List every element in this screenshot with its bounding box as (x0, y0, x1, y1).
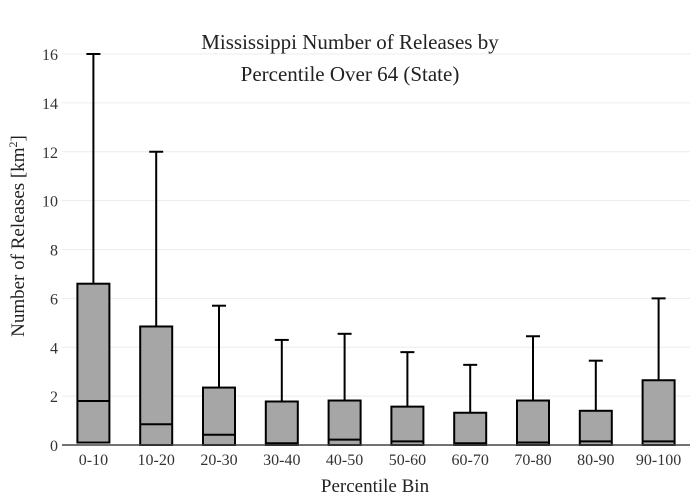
box-body (390, 405, 425, 446)
y-axis-ticks: 0 2 4 6 8 10 12 14 16 (42, 47, 58, 455)
y-tick-label: 2 (50, 389, 58, 406)
box-50-60 (390, 351, 425, 446)
y-tick-label: 8 (50, 243, 58, 260)
y-axis-label-text: Number of Releases [km (8, 147, 30, 337)
x-tick-label: 50-60 (389, 452, 426, 469)
y-tick-label: 0 (50, 438, 58, 455)
y-axis-label-suffix: ] (8, 135, 30, 142)
box-90-100 (641, 297, 676, 447)
y-axis-label-superscript: 2 (5, 141, 20, 148)
box-20-30 (202, 304, 236, 446)
x-tick-label: 20-30 (200, 452, 237, 469)
box-body (641, 379, 676, 447)
box-40-50 (327, 332, 362, 446)
box-body (202, 386, 236, 446)
box-body (327, 399, 362, 446)
box-80-90 (578, 359, 613, 447)
box-series (76, 53, 676, 447)
x-axis-label: Percentile Bin (320, 476, 430, 497)
box-0-10 (76, 53, 111, 444)
x-axis-ticks: 0-10 10-20 20-30 30-40 40-50 50-60 60-70 70-80 8… (79, 452, 682, 469)
box-body (264, 400, 299, 446)
x-tick-label: 80-90 (577, 452, 614, 469)
chart-title-line-2: Percentile Over 64 (State) (240, 62, 460, 86)
y-tick-label: 10 (42, 194, 58, 211)
x-tick-label: 90-100 (636, 452, 681, 469)
y-tick-label: 4 (50, 340, 58, 357)
box-70-80 (516, 335, 550, 446)
box-30-40 (264, 338, 299, 446)
y-tick-label: 12 (42, 145, 58, 162)
y-tick-label: 6 (50, 291, 58, 308)
box-60-70 (453, 363, 488, 446)
y-tick-label: 14 (42, 96, 58, 113)
x-tick-label: 60-70 (452, 452, 489, 469)
box-body (516, 399, 550, 446)
y-axis-label: Number of Releases [km2] (6, 135, 30, 337)
y-tick-label: 16 (42, 47, 58, 64)
box-body (76, 282, 111, 444)
x-tick-label: 40-50 (326, 452, 363, 469)
x-tick-label: 70-80 (514, 452, 551, 469)
x-tick-label: 10-20 (138, 452, 175, 469)
chart-title-line-1: Mississippi Number of Releases by (201, 30, 499, 54)
x-tick-label: 30-40 (263, 452, 300, 469)
x-tick-label: 0-10 (79, 452, 108, 469)
box-10-20 (139, 150, 174, 446)
box-body (453, 411, 488, 446)
box-body (578, 409, 613, 447)
box-body (139, 325, 174, 446)
